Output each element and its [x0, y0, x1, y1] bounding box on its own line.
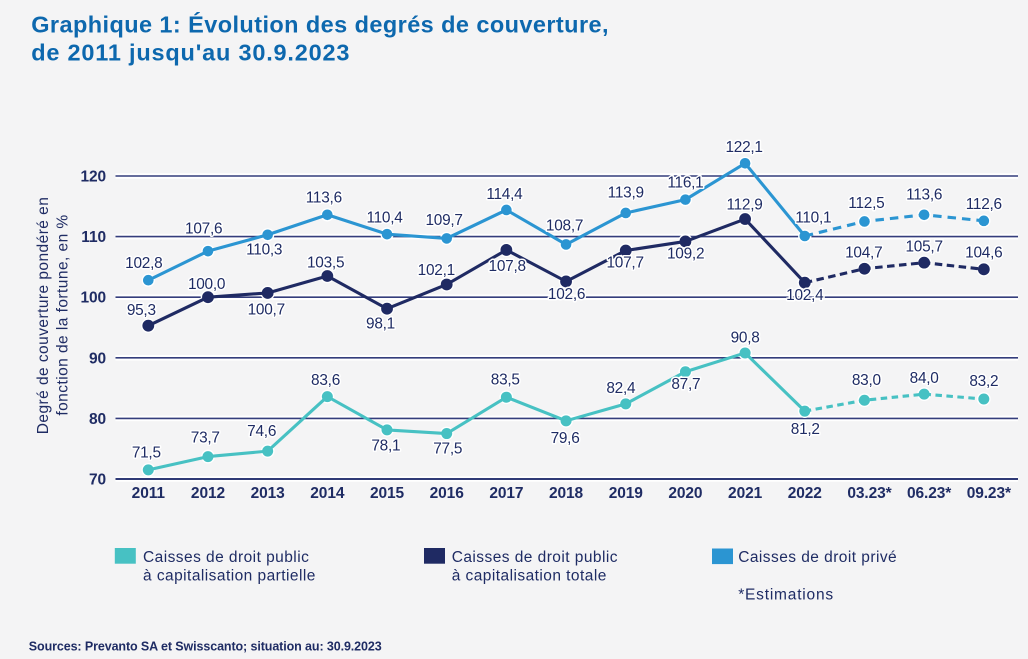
svg-text:Graphique 1: Évolution des deg: Graphique 1: Évolution des degrés de cou…	[31, 10, 609, 37]
svg-text:102,6: 102,6	[548, 286, 585, 303]
svg-text:107,7: 107,7	[607, 255, 644, 272]
svg-text:114,4: 114,4	[486, 186, 523, 203]
svg-text:90,8: 90,8	[731, 330, 760, 347]
svg-text:102,1: 102,1	[418, 262, 455, 279]
svg-text:110,4: 110,4	[366, 209, 403, 226]
svg-text:71,5: 71,5	[132, 445, 161, 462]
svg-text:102,8: 102,8	[125, 255, 162, 272]
svg-text:108,7: 108,7	[546, 217, 583, 234]
svg-text:107,8: 107,8	[489, 258, 526, 275]
svg-text:83,5: 83,5	[491, 372, 520, 389]
svg-text:2021: 2021	[728, 485, 763, 502]
svg-text:2014: 2014	[310, 485, 345, 502]
svg-text:fonction de la fortune, en %: fonction de la fortune, en %	[54, 214, 71, 415]
svg-text:2017: 2017	[489, 485, 523, 502]
svg-text:2015: 2015	[370, 485, 405, 502]
svg-text:82,4: 82,4	[606, 380, 636, 397]
svg-text:de 2011 jusqu'au 30.9.2023: de 2011 jusqu'au 30.9.2023	[31, 39, 350, 65]
svg-text:105,7: 105,7	[906, 238, 943, 255]
svg-text:100,7: 100,7	[248, 301, 285, 318]
svg-text:87,7: 87,7	[671, 376, 700, 393]
svg-text:03.23*: 03.23*	[847, 485, 892, 502]
svg-text:112,6: 112,6	[966, 196, 1002, 213]
svg-text:Caisses de droit privé: Caisses de droit privé	[738, 549, 897, 566]
svg-text:109,7: 109,7	[425, 212, 462, 229]
svg-text:Caisses de droit public: Caisses de droit public	[452, 549, 618, 566]
svg-text:à capitalisation totale: à capitalisation totale	[452, 568, 607, 585]
svg-text:90: 90	[89, 350, 106, 367]
svg-text:à capitalisation partielle: à capitalisation partielle	[143, 568, 316, 585]
svg-text:100,0: 100,0	[188, 276, 225, 293]
svg-text:113,6: 113,6	[306, 189, 342, 206]
svg-text:110,1: 110,1	[795, 210, 831, 227]
svg-text:09.23*: 09.23*	[967, 485, 1012, 502]
svg-text:83,6: 83,6	[311, 372, 340, 389]
svg-text:83,2: 83,2	[969, 373, 998, 390]
svg-text:06.23*: 06.23*	[907, 485, 952, 502]
svg-text:73,7: 73,7	[191, 429, 220, 446]
svg-text:116,1: 116,1	[667, 175, 703, 192]
svg-text:2019: 2019	[609, 485, 644, 502]
svg-text:104,7: 104,7	[845, 244, 882, 261]
svg-text:74,6: 74,6	[247, 423, 276, 440]
svg-text:120: 120	[80, 169, 106, 186]
svg-text:112,5: 112,5	[848, 195, 884, 212]
svg-text:78,1: 78,1	[371, 437, 400, 454]
svg-text:104,6: 104,6	[965, 244, 1002, 261]
svg-text:Sources: Prevanto SA et Swissc: Sources: Prevanto SA et Swisscanto; situ…	[29, 639, 382, 653]
svg-text:*Estimations: *Estimations	[738, 586, 834, 603]
svg-text:112,9: 112,9	[726, 196, 762, 213]
svg-text:2016: 2016	[430, 485, 465, 502]
svg-text:70: 70	[89, 472, 106, 489]
svg-text:113,9: 113,9	[608, 184, 644, 201]
svg-text:2020: 2020	[668, 485, 702, 502]
svg-text:81,2: 81,2	[791, 421, 820, 438]
svg-text:2013: 2013	[251, 485, 286, 502]
svg-text:2022: 2022	[788, 485, 822, 502]
svg-text:102,4: 102,4	[786, 287, 824, 304]
svg-text:122,1: 122,1	[725, 139, 762, 156]
svg-text:83,0: 83,0	[852, 372, 881, 389]
svg-text:84,0: 84,0	[910, 370, 939, 387]
svg-text:113,6: 113,6	[906, 187, 942, 204]
svg-text:100: 100	[80, 290, 106, 307]
svg-text:2018: 2018	[549, 485, 584, 502]
svg-text:103,5: 103,5	[307, 254, 344, 271]
svg-text:Degré de couverture pondéré en: Degré de couverture pondéré en	[35, 197, 52, 435]
svg-text:79,6: 79,6	[551, 430, 580, 447]
svg-text:109,2: 109,2	[667, 245, 704, 262]
svg-text:2012: 2012	[191, 485, 225, 502]
svg-text:98,1: 98,1	[366, 316, 395, 333]
svg-text:95,3: 95,3	[127, 302, 156, 319]
svg-text:80: 80	[89, 411, 106, 428]
svg-text:110: 110	[81, 229, 106, 246]
svg-text:107,6: 107,6	[185, 221, 222, 238]
svg-text:77,5: 77,5	[433, 441, 462, 458]
svg-text:2011: 2011	[132, 485, 166, 502]
svg-text:110,3: 110,3	[246, 241, 282, 258]
svg-text:Caisses de droit public: Caisses de droit public	[143, 549, 309, 566]
